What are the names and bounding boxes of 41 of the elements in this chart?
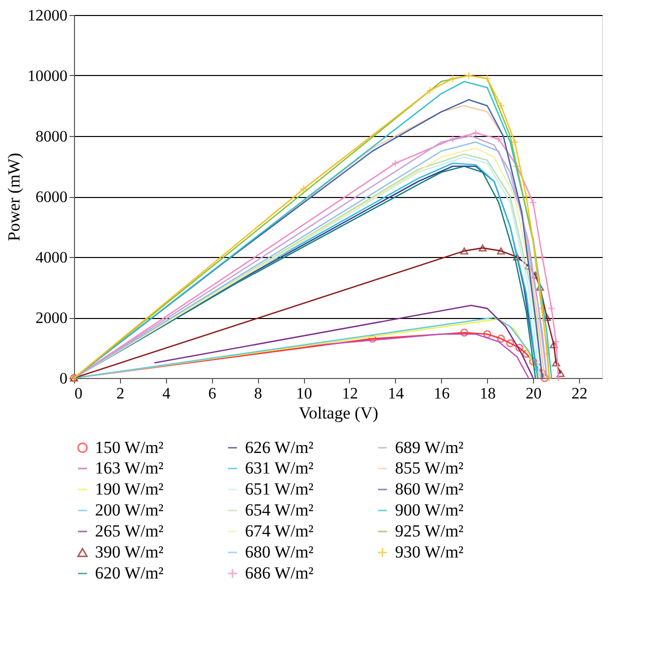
- y-tick-label: 12000: [28, 8, 68, 24]
- x-tick-label: 4: [162, 386, 170, 402]
- legend-label: 620 W/m²: [95, 564, 164, 582]
- x-axis-title: Voltage (V): [298, 404, 378, 422]
- legend-label: 860 W/m²: [395, 480, 464, 498]
- y-tick-label: 8000: [36, 128, 68, 146]
- legend-label: 626 W/m²: [245, 438, 314, 457]
- x-tick-label: 18: [480, 386, 496, 402]
- legend-label: 150 W/m²: [95, 438, 164, 457]
- x-tick-label: 12: [342, 386, 358, 402]
- y-tick-label: 10000: [28, 68, 68, 85]
- x-tick-label: 22: [572, 386, 588, 402]
- y-tick-label: 0: [60, 370, 68, 388]
- x-tick-label: 10: [296, 386, 312, 402]
- y-tick-label: 2000: [36, 310, 68, 327]
- legend-label: 674 W/m²: [245, 522, 314, 540]
- x-tick-label: 2: [116, 386, 124, 402]
- legend-label: 689 W/m²: [395, 438, 464, 457]
- legend-label: 631 W/m²: [245, 458, 314, 478]
- legend-label: 686 W/m²: [245, 564, 314, 582]
- legend-label: 651 W/m²: [245, 480, 314, 498]
- x-tick-label: 14: [388, 386, 404, 402]
- legend-label: 855 W/m²: [395, 458, 464, 478]
- x-tick-label: 6: [208, 386, 216, 402]
- legend-label: 900 W/m²: [395, 500, 464, 520]
- legend-label: 925 W/m²: [395, 522, 464, 540]
- legend-label: 654 W/m²: [245, 500, 314, 520]
- legend-label: 163 W/m²: [95, 458, 164, 478]
- legend-label: 390 W/m²: [95, 542, 164, 562]
- legend-label: 265 W/m²: [95, 522, 164, 540]
- legend-label: 190 W/m²: [95, 480, 164, 498]
- x-tick-label: 8: [254, 386, 262, 402]
- legend-label: 680 W/m²: [245, 542, 314, 562]
- x-tick-label: 16: [434, 386, 450, 402]
- x-tick-label: 20: [526, 386, 542, 402]
- y-axis-title: Power (mW): [4, 152, 24, 242]
- legend-label: 930 W/m²: [395, 542, 464, 562]
- legend-label: 200 W/m²: [95, 500, 164, 520]
- y-tick-label: 4000: [36, 250, 68, 266]
- y-tick-label: 6000: [36, 189, 68, 206]
- x-tick-label: 0: [74, 386, 82, 402]
